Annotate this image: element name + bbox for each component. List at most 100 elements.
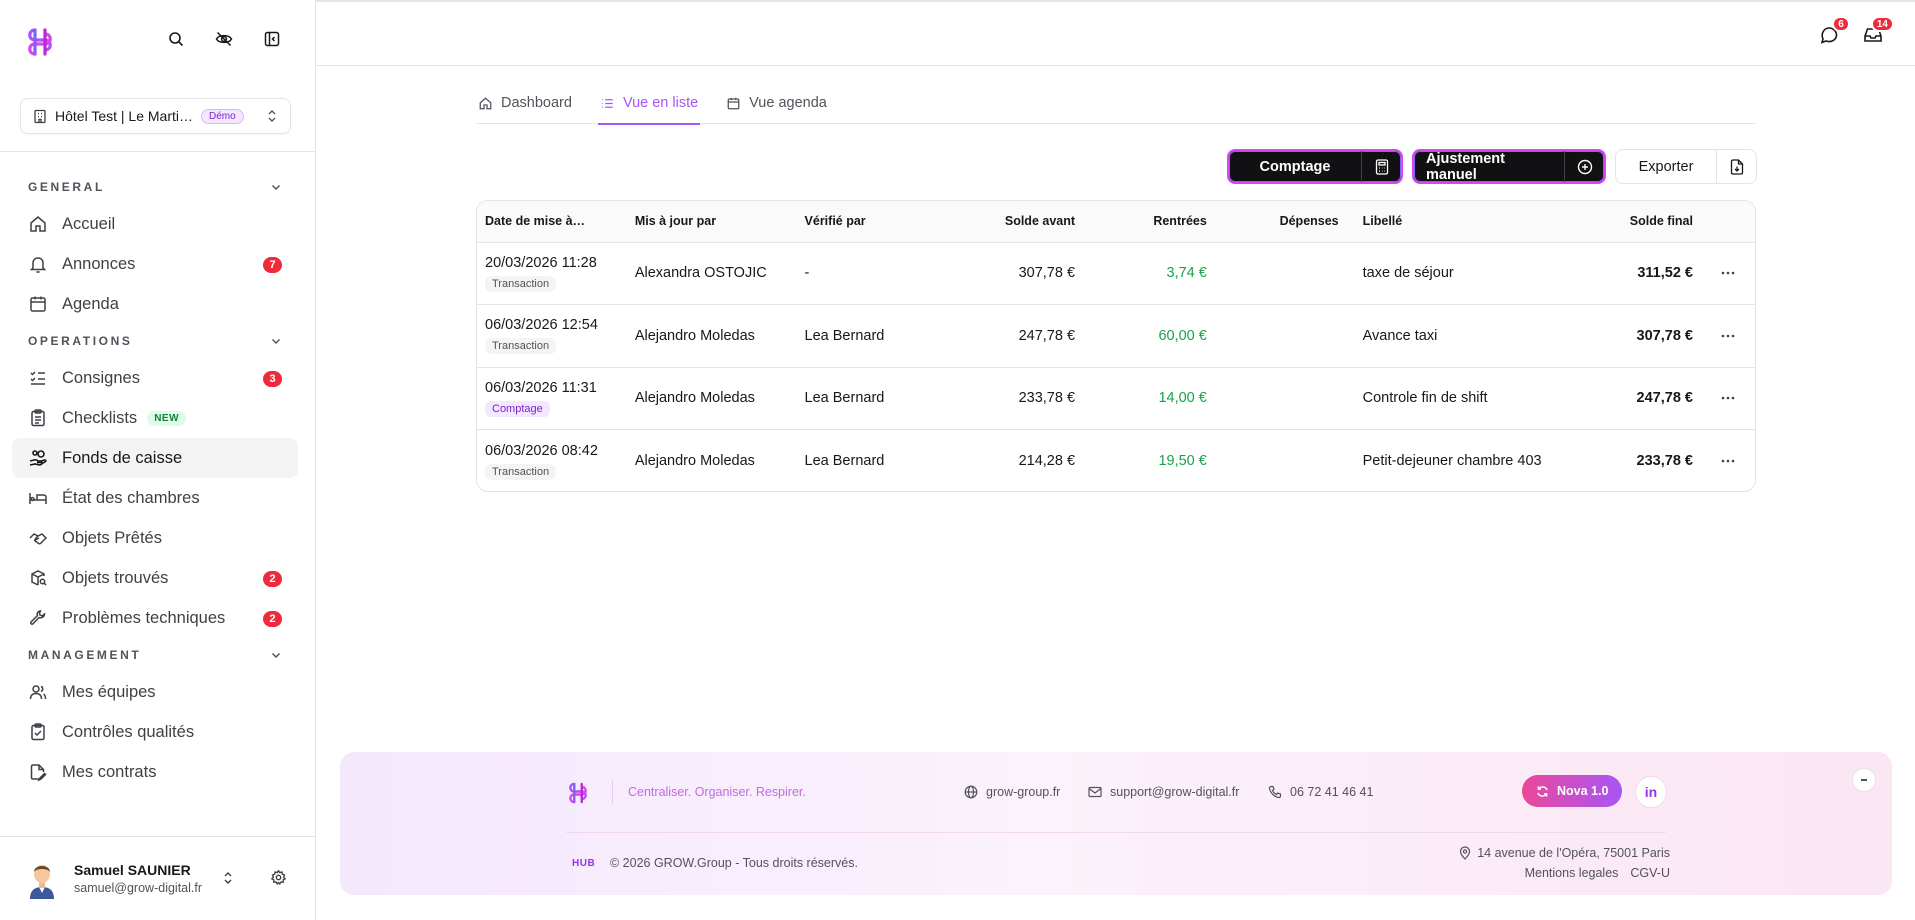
chevrons-up-down-icon[interactable] <box>222 869 234 887</box>
website-link[interactable]: grow-group.fr <box>964 785 1060 799</box>
eye-off-icon[interactable] <box>213 28 235 50</box>
user-email: samuel@grow-digital.fr <box>74 881 203 895</box>
sidebar-item-objets-trouves[interactable]: Objets trouvés 2 <box>12 558 298 598</box>
list-checks-icon <box>30 371 45 385</box>
sidebar-item-annonces[interactable]: Annonces 7 <box>12 244 298 284</box>
plus-circle-icon[interactable] <box>1564 151 1604 182</box>
ajustement-label: Ajustement manuel <box>1426 150 1505 183</box>
more-horizontal-icon[interactable] <box>1717 387 1739 409</box>
section-management[interactable]: MANAGEMENT <box>12 638 298 672</box>
count-badge: 7 <box>263 257 282 273</box>
col-header-rentrees[interactable]: Rentrées <box>1083 201 1215 243</box>
legal-links: Mentions legales CGV-U <box>1525 866 1670 880</box>
cell-depenses <box>1215 242 1347 305</box>
messages-count-badge: 6 <box>1832 16 1850 32</box>
transactions-table: Date de mise à… Mis à jour par Vérifié p… <box>476 200 1756 492</box>
sidebar-item-problemes-techniques[interactable]: Problèmes techniques 2 <box>12 598 298 638</box>
mentions-legales-link[interactable]: Mentions legales <box>1524 866 1619 880</box>
sidebar-header <box>0 0 315 84</box>
tab-vue-agenda[interactable]: Vue agenda <box>724 82 829 124</box>
footer: Centraliser. Organiser. Respirer. grow-g… <box>340 752 1892 895</box>
users-icon <box>29 685 47 700</box>
topbar: 6 14 <box>316 0 1915 66</box>
hotel-name: Hôtel Test | Le Marti… <box>55 108 193 124</box>
copyright: © 2026 GROW.Group - Tous droits réservés… <box>610 856 858 870</box>
user-panel[interactable]: Samuel SAUNIER samuel@grow-digital.fr <box>0 836 316 920</box>
inbox-icon <box>1864 28 1882 42</box>
phone-link[interactable]: 06 72 41 46 41 <box>1268 785 1373 799</box>
cell-date: 06/03/2026 08:42 <box>485 442 598 459</box>
gear-icon[interactable] <box>270 869 287 886</box>
table-row[interactable]: 06/03/2026 11:31 Comptage Alejandro Moled… <box>477 367 1755 430</box>
chevron-down-icon <box>271 338 281 345</box>
cell-updated-by: Alejandro Moledas <box>634 453 755 469</box>
col-header-libelle[interactable]: Libellé <box>1346 201 1571 243</box>
phone-text: 06 72 41 46 41 <box>1290 785 1374 799</box>
sidebar-item-etat-des-chambres[interactable]: État des chambres <box>12 478 298 518</box>
linkedin-icon[interactable]: in <box>1635 776 1667 808</box>
inbox-button[interactable]: 14 <box>1862 16 1894 46</box>
col-header-date[interactable]: Date de mise à… <box>477 201 627 243</box>
grow-logo-icon[interactable] <box>566 778 590 808</box>
cell-libelle: Petit-dejeuner chambre 403 <box>1362 453 1542 469</box>
sidebar-item-fonds-de-caisse[interactable]: Fonds de caisse <box>12 438 298 478</box>
linkedin-label: in <box>1644 784 1658 800</box>
cell-rentrees: 3,74 € <box>1166 265 1207 282</box>
hub-label: HUB <box>572 858 596 869</box>
cell-libelle: Avance taxi <box>1362 327 1438 344</box>
type-tag: Transaction <box>485 463 557 480</box>
search-icon[interactable] <box>165 28 187 50</box>
cell-depenses <box>1215 305 1347 368</box>
sidebar-item-accueil[interactable]: Accueil <box>12 204 298 244</box>
sidebar-item-label: Consignes <box>62 368 140 387</box>
sidebar-item-checklists[interactable]: Checklists NEW <box>12 398 298 438</box>
refresh-icon <box>1537 785 1548 797</box>
more-horizontal-icon[interactable] <box>1717 450 1739 472</box>
col-header-verified-by[interactable]: Vérifié par <box>796 201 939 243</box>
calculator-icon[interactable] <box>1361 151 1401 182</box>
sidebar-item-consignes[interactable]: Consignes 3 <box>12 358 298 398</box>
sidebar-item-objets-pretes[interactable]: Objets Prêtés <box>12 518 298 558</box>
file-download-icon[interactable] <box>1716 150 1756 183</box>
sidebar-item-agenda[interactable]: Agenda <box>12 284 298 324</box>
nova-version-button[interactable]: Nova 1.0 <box>1522 775 1623 807</box>
minus-icon[interactable] <box>1852 768 1876 792</box>
grow-logo-icon[interactable] <box>24 24 56 60</box>
cell-solde-final: 247,78 € <box>1636 390 1693 407</box>
table-row[interactable]: 06/03/2026 08:42 Transaction Alejandro Mo… <box>477 430 1755 492</box>
comptage-button[interactable]: Comptage <box>1227 149 1403 184</box>
chevron-down-icon <box>271 652 281 659</box>
building-icon <box>34 109 46 123</box>
map-pin-icon <box>1460 846 1471 860</box>
exporter-button[interactable]: Exporter <box>1615 149 1757 184</box>
col-header-solde-final[interactable]: Solde final <box>1570 201 1701 243</box>
col-header-solde-avant[interactable]: Solde avant <box>938 201 1084 243</box>
table-row[interactable]: 20/03/2026 11:28 Transaction Alexandra OS… <box>477 242 1755 305</box>
sidebar-item-label: Objets trouvés <box>62 568 169 587</box>
sidebar-item-label: État des chambres <box>62 488 200 507</box>
section-general[interactable]: GENERAL <box>12 170 298 204</box>
messages-button[interactable]: 6 <box>1818 16 1850 46</box>
cell-solde-final: 233,78 € <box>1636 453 1693 469</box>
sidebar-item-label: Fonds de caisse <box>62 448 183 467</box>
panel-collapse-icon[interactable] <box>261 28 283 50</box>
comptage-label: Comptage <box>1259 158 1331 175</box>
cell-libelle: Controle fin de shift <box>1362 390 1488 407</box>
hotel-selector[interactable]: Hôtel Test | Le Marti… Démo <box>20 98 291 134</box>
table-row[interactable]: 06/03/2026 12:54 Transaction Alejandro Mo… <box>477 305 1755 368</box>
sidebar-item-controles-qualites[interactable]: Contrôles qualités <box>12 712 298 752</box>
col-header-depenses[interactable]: Dépenses <box>1214 201 1347 243</box>
sidebar-item-label: Agenda <box>62 294 119 313</box>
sidebar-item-mes-equipes[interactable]: Mes équipes <box>12 672 298 712</box>
cgv-link[interactable]: CGV-U <box>1630 866 1670 880</box>
col-header-updated-by[interactable]: Mis à jour par <box>626 201 797 243</box>
support-email-link[interactable]: support@grow-digital.fr <box>1088 785 1239 799</box>
avatar[interactable] <box>24 859 60 899</box>
more-horizontal-icon[interactable] <box>1717 262 1739 284</box>
section-operations[interactable]: OPERATIONS <box>12 324 298 358</box>
more-horizontal-icon[interactable] <box>1717 325 1739 347</box>
tab-dashboard[interactable]: Dashboard <box>476 82 574 124</box>
tab-vue-en-liste[interactable]: Vue en liste <box>597 82 701 125</box>
ajustement-manuel-button[interactable]: Ajustement manuel <box>1412 149 1606 184</box>
sidebar-item-mes-contrats[interactable]: Mes contrats <box>12 752 298 792</box>
